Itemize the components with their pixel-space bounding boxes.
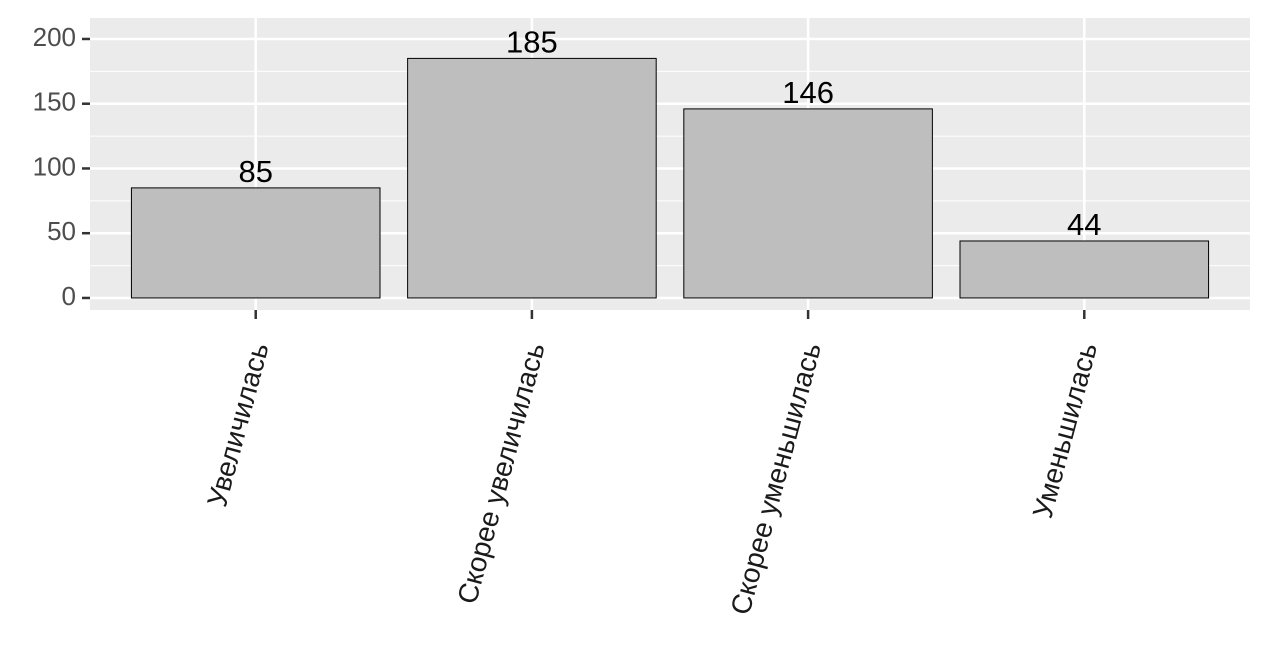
x-tick-label: Скорее увеличилась xyxy=(451,339,551,607)
x-tick-label: Скорее уменьшилась xyxy=(725,339,827,617)
value-label: 146 xyxy=(782,75,834,110)
bar xyxy=(407,57,657,299)
value-label: 44 xyxy=(1067,207,1101,242)
x-tick-label: Увеличилась xyxy=(201,339,274,509)
y-tick-label: 0 xyxy=(62,281,76,311)
y-tick-label: 100 xyxy=(33,151,76,181)
y-tick-label: 200 xyxy=(33,22,76,52)
y-tick-label: 50 xyxy=(47,216,76,246)
bar xyxy=(130,187,381,299)
bar xyxy=(683,108,933,299)
y-tick-label: 150 xyxy=(33,87,76,117)
x-tick-label: Уменьшилась xyxy=(1027,339,1104,521)
bar xyxy=(959,240,1210,299)
value-label: 85 xyxy=(238,154,272,189)
value-label: 185 xyxy=(506,25,558,60)
